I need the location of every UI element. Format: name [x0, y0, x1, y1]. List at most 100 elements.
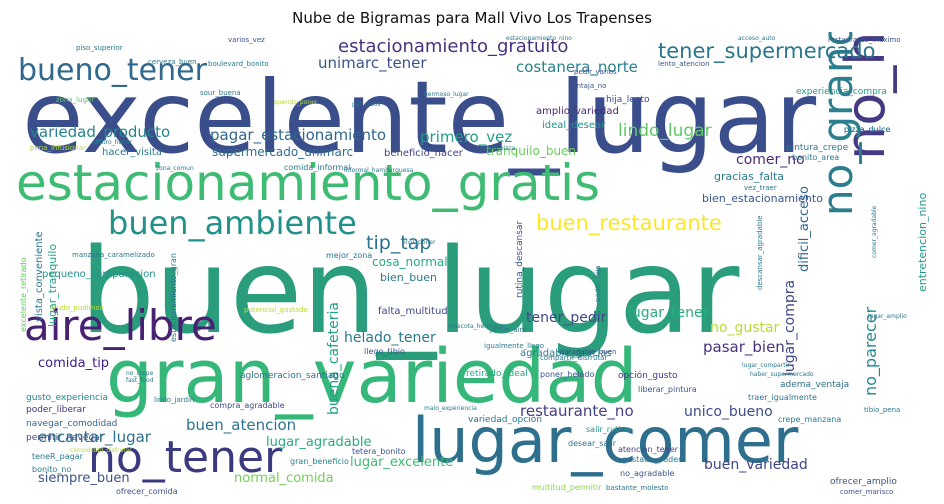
word-fast-food: fast_food	[126, 377, 154, 384]
word-gran-beneficio: gran_beneficio	[290, 457, 349, 466]
word-siempre-buen: siempre_buen	[38, 471, 130, 486]
word-estacionamiento-gratis: estacionamiento_gratis	[16, 154, 600, 212]
word-comodidad-disfrutar: comodidad_disfrutar	[70, 447, 132, 454]
word-manzana-caramelizado: manzana_caramelizado	[72, 251, 155, 259]
word-zona-lugar: zona_lugar	[56, 96, 94, 104]
word-agradable-gracias: agradable_gracias	[520, 348, 612, 359]
word-lugar-excelente: lugar_excelente	[350, 455, 453, 470]
word-aglomeracion-santiago: aglomeracion_santiago	[240, 371, 345, 381]
word-bien-buen: bien_buen	[380, 271, 437, 284]
word-pasar-bien: pasar_bien	[703, 338, 785, 357]
word-boulevard-bonito: boulevard_bonito	[208, 60, 269, 68]
word-llego-tibio: llego_tibio	[364, 347, 405, 356]
word-lindo-jard-n: lindo_jardín	[154, 396, 194, 404]
word-lugar-comer: lugar_comer	[412, 404, 799, 477]
word-malo-experiencia: malo_experiencia	[424, 405, 477, 412]
word-hacer-visita: hacer_visita	[102, 147, 162, 158]
word-no-haber: no_haber	[834, 32, 897, 160]
word-supermercado-unimarc: supermercado_unimarc	[212, 145, 353, 159]
word-aire-libre: aire_libre	[24, 301, 217, 350]
word-acceso-auto: acceso_auto	[738, 35, 776, 42]
word-bien-estacionamiento: bien_estacionamiento	[702, 192, 823, 205]
word-unimarc-tener: unimarc_tener	[318, 54, 427, 73]
word-descansar-agradable: descansar_agradable	[756, 215, 764, 290]
word-no-grande: no_grande	[813, 32, 862, 216]
word-helado-tener: helado_tener	[344, 330, 436, 346]
word-pequeno-comparacion: pequeno_comparacion	[42, 269, 156, 280]
word-haber-supermercado: haber_supermercado	[750, 371, 814, 378]
word-buen-restaurante: buen_restaurante	[536, 211, 722, 236]
word-tener-pagar: teneR_pagar	[32, 452, 84, 461]
word-mejor-zona: mejor_zona	[326, 251, 372, 260]
word-unico-bueno: unico_bueno	[684, 404, 773, 420]
word-olvir-poner: olvir_poner	[402, 239, 436, 246]
word-cosa-normal: cosa_normal	[372, 255, 448, 269]
word-lugar-amplio: lugar_amplio	[868, 313, 907, 320]
word-buen-atencion: buen_atencion	[186, 416, 296, 435]
word-ideal-desear: ideal_desear	[542, 120, 606, 131]
word-compra-agradable: compra_agradable	[210, 401, 285, 410]
word-variedad-opci-n: variedad_opción	[468, 414, 542, 425]
word-lugar-agradable: lugar_agradable	[266, 435, 372, 450]
word-gastado-poder: gastado_poder	[622, 455, 682, 464]
word-agradable-buen: agradable_buen	[560, 348, 616, 356]
word-lugar-tranquilo: lugar_tranquilo	[46, 244, 59, 327]
word-compartir-disfrutar: compartir_disfrutar	[540, 354, 607, 362]
word-estacionamiento-nino: estacionamiento_nino	[506, 35, 572, 42]
word-entretencion-nino: entretencion_nino	[916, 193, 929, 292]
word-pena-infusionar: pena_infusionar	[30, 144, 86, 152]
word-cloud: buen_lugar excelente_lugar gran_variedad lu…	[8, 32, 936, 498]
chart-title: Nube de Bigramas para Mall Vivo Los Trap…	[292, 9, 652, 27]
word-comer-no: comer_no	[736, 152, 805, 168]
word-lindo-lugar: lindo_lugar	[618, 121, 712, 141]
word-piso-superior: piso_superior	[76, 44, 123, 52]
word-ofrecer-amplio: ofrecer_amplio	[830, 477, 897, 487]
word-opci-n-gusto: opción_gusto	[618, 370, 678, 381]
word-buen-variedad: buen_variedad	[704, 457, 808, 473]
word-restaurante-no: restaurante_no	[520, 402, 634, 421]
word-multitud-permitir: multitud_permitir	[532, 483, 602, 492]
word-comida-informal: comida_informal	[284, 163, 350, 172]
word-pintura-crepe: pintura_crepe	[786, 143, 849, 153]
word-bastante-molesto: bastante_molesto	[606, 484, 668, 492]
word-no-parecer: no_parecer	[861, 306, 881, 396]
word-no-tener: no_tener	[88, 432, 283, 483]
word-navegar-comodidad: navegar_comodidad	[26, 419, 117, 429]
word-primero-vez: primero_vez	[420, 128, 512, 147]
word-crepe-pizza: crepe_pizza	[480, 145, 516, 152]
word-dificil-acceso: dificil_acceso	[797, 186, 812, 272]
word-permitir-navegar: permitir_navegar	[26, 433, 104, 443]
word-lugar-compartir: lugar_compartir	[742, 362, 790, 369]
word-costanera-norte: costanera_norte	[516, 58, 638, 77]
word-restaurante-maximo: restaurante_maximo	[828, 36, 901, 44]
word-dentro-haber: dentro_haber	[92, 139, 133, 146]
word-bonito-area: bonito_area	[792, 153, 839, 162]
word-potencial-gastado: potencial_gastado	[244, 306, 308, 314]
word-tibio-pena: tibio_pena	[864, 406, 900, 414]
word-traer-igualmente: traer_igualmente	[748, 393, 817, 402]
word-pizza-dulce: pizza_dulce	[844, 125, 890, 134]
word-comer-agradable: comer_agradable	[871, 205, 878, 258]
word-estacionamiento-gran: estacionamiento_gran	[169, 253, 178, 342]
word-cerveza-buen: cerveza_buen	[148, 58, 197, 66]
word-gusto-experiencia: gusto_experiencia	[26, 393, 108, 403]
word-desear-salir: desear_salir	[568, 439, 617, 448]
word-ventaja-no: ventaja_no	[568, 82, 606, 90]
word-sour-buena: sour_buena	[200, 89, 241, 97]
word-crudo-pudimos: crudo_pudimos	[50, 304, 104, 312]
word-no-agradable: no_agradable	[620, 469, 674, 478]
word-querido-poner: querido_poner	[274, 99, 318, 106]
word-rutina-descansar: rutina_descansar	[515, 221, 525, 298]
word-beneficio-hacer: beneficio_hacer	[384, 148, 464, 159]
word-lugar-tener: lugar_tener	[628, 305, 709, 321]
word-lugar-compra: lugar_compra	[782, 280, 798, 376]
word-poner-helado: poner_helado	[540, 370, 594, 379]
word-vez-traer: vez_traer	[744, 184, 777, 192]
word-gracias-falta: gracias_falta	[714, 170, 784, 183]
word-tetera-bonito: tetera_bonito	[352, 447, 406, 456]
word-comer-marisco: comer_marisco	[840, 488, 893, 496]
word-buena-cafeteria: buena_cafeteria	[326, 302, 342, 415]
word-hermoso-lugar: hermoso_lugar	[424, 91, 469, 98]
word-liberar-pintura: liberar_pintura	[638, 385, 697, 394]
word-no-crepe: no_crepe	[126, 370, 154, 377]
